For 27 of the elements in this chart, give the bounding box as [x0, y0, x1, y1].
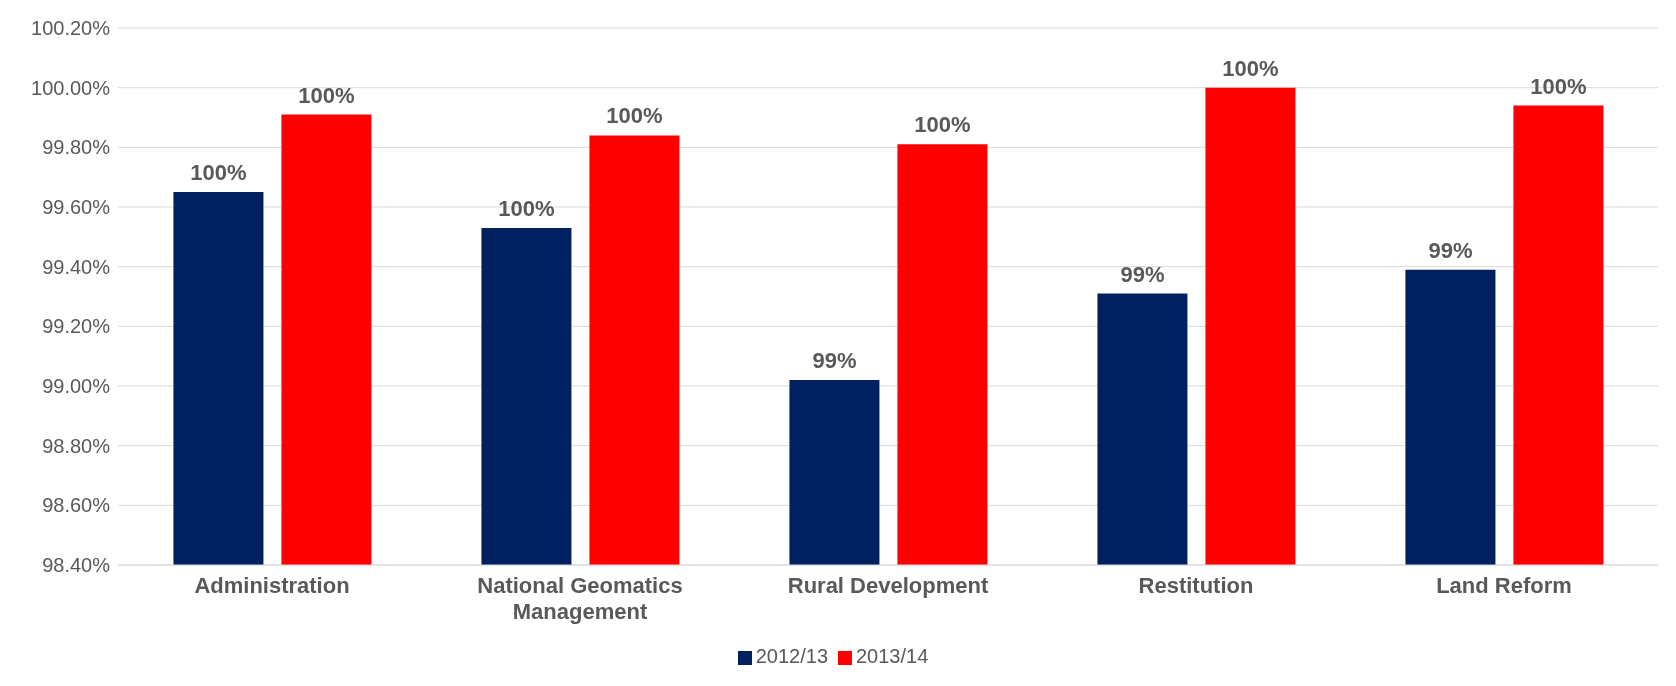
x-tick-label: Restitution [1138, 573, 1254, 598]
x-tick-label: National Geomatics Management [477, 573, 683, 624]
y-tick-label: 98.80% [42, 434, 111, 457]
y-tick-label: 99.40% [42, 255, 111, 278]
data-label: 100% [190, 160, 247, 186]
data-label: 100% [914, 112, 971, 138]
legend-label: 2013/14 [856, 645, 929, 667]
y-tick-label: 100.20% [31, 17, 111, 40]
y-tick-label: 100.00% [31, 76, 111, 99]
data-label: 100% [606, 103, 663, 129]
data-label: 100% [498, 195, 555, 221]
y-tick-label: 99.00% [42, 375, 111, 398]
data-label: 100% [1222, 55, 1279, 81]
y-tick-label: 99.80% [42, 136, 111, 159]
legend-label: 2012/13 [755, 645, 828, 667]
y-tick-label: 98.60% [42, 494, 111, 517]
data-label: 99% [1120, 261, 1165, 287]
y-tick-label: 98.40% [42, 554, 111, 577]
y-tick-label: 99.20% [42, 315, 111, 338]
data-label: 100% [1530, 73, 1587, 99]
x-tick-label: Rural Development [787, 573, 989, 598]
x-tick-label: Administration [194, 573, 350, 598]
x-tick-label: Land Reform [1436, 573, 1572, 598]
y-tick-label: 99.60% [42, 196, 111, 219]
data-label: 100% [298, 82, 355, 108]
data-label: 99% [1428, 237, 1473, 263]
data-label: 99% [812, 348, 857, 374]
